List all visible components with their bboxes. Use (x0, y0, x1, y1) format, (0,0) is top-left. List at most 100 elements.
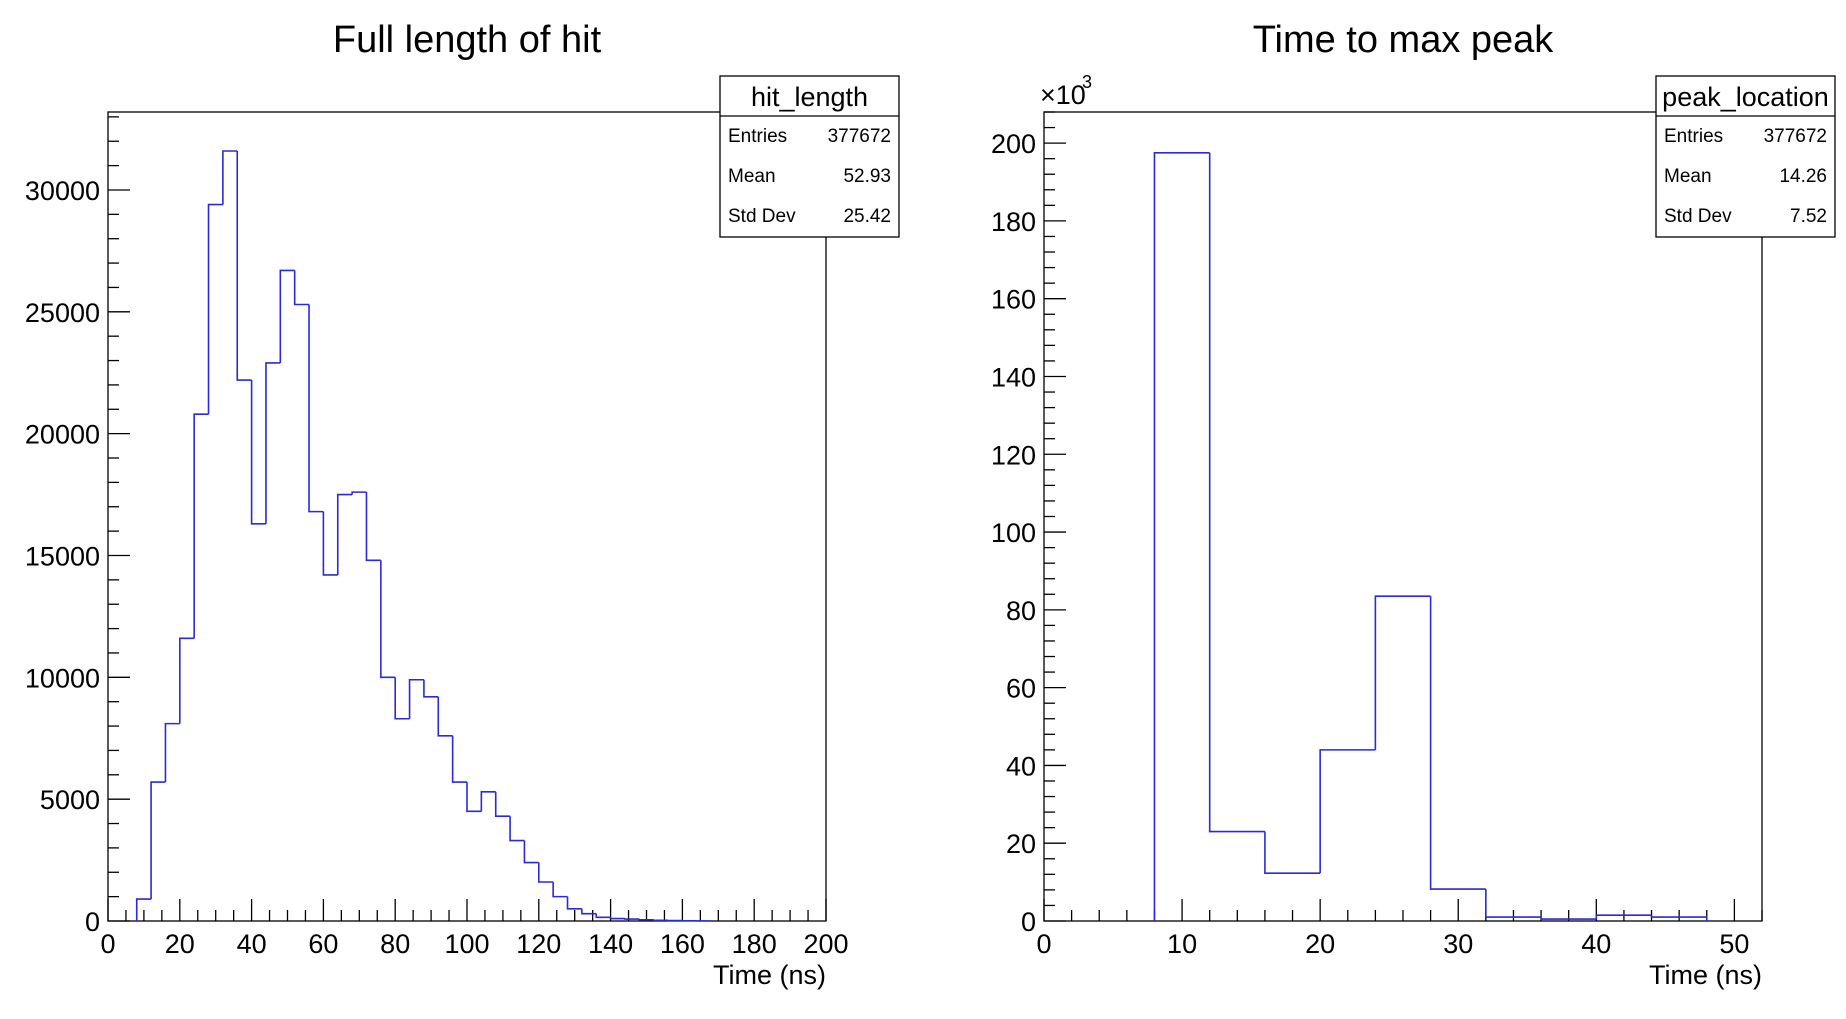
histogram-bin (265, 362, 281, 524)
histogram-bin (638, 918, 654, 921)
histogram-bin (1540, 917, 1597, 920)
stats-label: Entries (1664, 126, 1723, 147)
x-tick-label: 40 (1581, 929, 1611, 959)
y-tick-label: 20000 (25, 420, 100, 450)
histogram-panel-1: Full length of hit 0 20 40 60 80 100 120 140 160 1… (25, 19, 900, 990)
stats-value: 52.93 (843, 166, 891, 187)
histogram-bin (179, 637, 195, 724)
y-tick-label: 60 (1006, 674, 1036, 704)
histogram-bin (308, 304, 324, 513)
stats-value: 377672 (1764, 126, 1827, 147)
stats-box-title: hit_length (751, 82, 868, 112)
x-tick-label: 160 (660, 929, 705, 959)
stats-value: 377672 (828, 126, 891, 147)
histogram-bin (1485, 889, 1542, 918)
x-tick-label: 20 (1305, 929, 1335, 959)
histogram-bin (236, 150, 252, 381)
histogram-bin (380, 560, 396, 679)
histogram-bin (336, 493, 353, 575)
histogram-bin (451, 735, 467, 783)
histogram-bin (365, 492, 381, 562)
histogram-bin (523, 840, 539, 864)
histogram-bin (423, 679, 439, 698)
histogram-bin (207, 203, 223, 415)
y-tick-label: 180 (991, 207, 1036, 237)
x-axis-title: Time (ns) (713, 960, 826, 990)
histogram-bin (1374, 595, 1431, 750)
histogram-bin (1595, 914, 1652, 920)
stats-label: Mean (1664, 166, 1712, 187)
histogram-bin (322, 511, 338, 576)
histogram-bin (1319, 749, 1376, 874)
histogram-bin (466, 782, 482, 813)
stats-value: 14.26 (1779, 166, 1827, 187)
y-multiplier: ×10 (1040, 80, 1086, 110)
histogram-bin (480, 791, 496, 812)
stats-label: Entries (728, 126, 787, 147)
stats-value: 7.52 (1790, 206, 1827, 227)
stats-value: 25.42 (843, 206, 891, 227)
x-tick-label: 20 (165, 929, 195, 959)
histogram-bin (222, 150, 238, 205)
y-tick-label: 30000 (25, 176, 100, 206)
histogram-bin (494, 791, 511, 818)
x-tick-label: 180 (732, 929, 777, 959)
histogram-bin (595, 913, 611, 919)
x-tick-label: 30 (1443, 929, 1473, 959)
chart-title: Full length of hit (333, 19, 602, 61)
x-tick-label: 0 (1036, 929, 1051, 959)
histogram-bin (509, 816, 525, 842)
y-tick-label: 140 (991, 362, 1036, 392)
x-tick-label: 140 (588, 929, 633, 959)
x-tick-label: 60 (308, 929, 338, 959)
y-multiplier-exponent: 3 (1082, 72, 1092, 92)
plot-frame (1043, 111, 1763, 922)
histogram-bin (437, 696, 453, 737)
x-tick-label: 10 (1167, 929, 1197, 959)
histogram-bin (1650, 915, 1707, 918)
y-tick-label: 20 (1006, 829, 1036, 859)
histogram-bin (1264, 831, 1321, 874)
y-tick-label: 160 (991, 285, 1036, 315)
x-tick-label: 50 (1719, 929, 1749, 959)
stats-box-title: peak_location (1662, 82, 1829, 112)
histogram-bin (581, 908, 597, 915)
histogram-bin (279, 269, 295, 363)
histogram-bin (1429, 596, 1486, 890)
histogram-bin (609, 917, 625, 920)
y-tick-label: 40 (1006, 751, 1036, 781)
stats-box-frame (1655, 75, 1836, 238)
histogram-bin (250, 380, 266, 525)
x-axis-title: Time (ns) (1649, 960, 1762, 990)
x-tick-label: 200 (803, 929, 848, 959)
histogram-panel-2: Time to max peak 0 10 20 30 40 50 0 20 40 60 80 100 1… (991, 19, 1836, 990)
histogram-bin (293, 270, 310, 306)
x-tick-label: 100 (444, 929, 489, 959)
y-tick-label: 25000 (25, 298, 100, 328)
y-tick-label: 0 (85, 907, 100, 937)
stats-box: peak_location Entries 377672 Mean 14.26 Std D… (1655, 75, 1836, 238)
y-tick-label: 120 (991, 440, 1036, 470)
y-tick-label: 200 (991, 129, 1036, 159)
chart-title: Time to max peak (1253, 19, 1555, 61)
histogram-bin (394, 677, 410, 720)
stats-box: hit_length Entries 377672 Mean 52.93 Std Dev 2… (719, 75, 900, 238)
x-tick-label: 0 (100, 929, 115, 959)
y-tick-label: 15000 (25, 541, 100, 571)
stats-label: Std Dev (728, 206, 796, 227)
histogram-bin (150, 781, 166, 900)
histogram-bin (566, 896, 582, 910)
histogram-bin (193, 413, 209, 639)
histogram-bin (1153, 152, 1210, 921)
x-tick-label: 80 (380, 929, 410, 959)
y-tick-label: 80 (1006, 596, 1036, 626)
x-tick-label: 120 (516, 929, 561, 959)
histogram-bin (538, 862, 554, 883)
histogram-bin (164, 722, 180, 783)
stats-box-frame (719, 75, 900, 238)
histogram-bin (552, 882, 568, 898)
x-tick-label: 40 (237, 929, 267, 959)
histogram-bin (351, 491, 367, 495)
y-tick-label: 5000 (40, 785, 100, 815)
